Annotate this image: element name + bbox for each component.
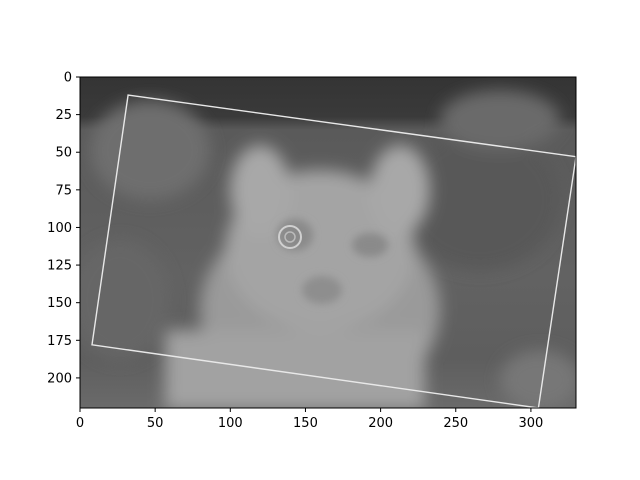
x-tick-label: 100 [218, 416, 243, 431]
y-axis: 0 25 50 75 100 125 150 175 200 [47, 71, 80, 386]
y-tick-label: 175 [47, 334, 72, 349]
image-plot [80, 77, 576, 408]
axes-frame [79, 76, 577, 409]
x-tick-label: 50 [147, 416, 164, 431]
rotated-frame [91, 94, 576, 408]
x-tick-label: 250 [443, 416, 468, 431]
x-tick-label: 0 [76, 416, 84, 431]
y-tick-label: 125 [47, 259, 72, 274]
y-tick-label: 200 [47, 371, 72, 386]
y-tick-label: 50 [55, 146, 72, 161]
y-tick-label: 25 [55, 108, 72, 123]
y-tick-label: 150 [47, 296, 72, 311]
y-tick-label: 0 [64, 71, 72, 86]
y-tick-label: 75 [55, 183, 72, 198]
y-tick-label: 100 [47, 221, 72, 236]
x-tick-label: 300 [518, 416, 543, 431]
x-tick-label: 150 [293, 416, 318, 431]
x-axis: 0 50 100 150 200 250 300 [76, 408, 543, 431]
x-tick-label: 200 [368, 416, 393, 431]
